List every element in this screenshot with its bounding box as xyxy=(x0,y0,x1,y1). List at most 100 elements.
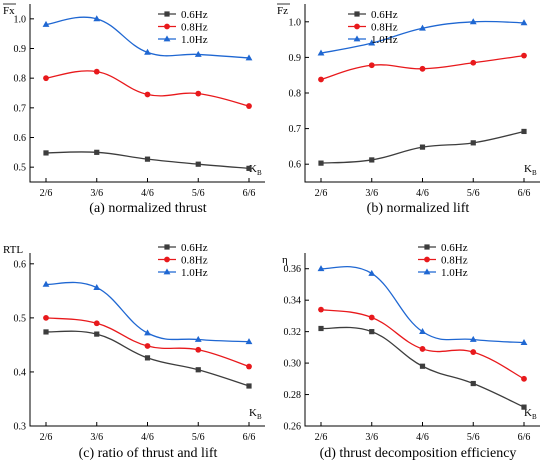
x-axis-label-main: K xyxy=(524,163,532,175)
x-tick-label: 4/6 xyxy=(141,432,154,443)
y-tick-label: 1.0 xyxy=(14,14,27,25)
legend-entry: 1.0Hz xyxy=(181,267,208,279)
data-point xyxy=(43,75,49,82)
data-point xyxy=(470,59,477,66)
legend-entry: 1.0Hz xyxy=(181,34,208,46)
legend-swatch-marker xyxy=(163,35,171,42)
legend-swatch-marker xyxy=(354,11,360,17)
data-point xyxy=(194,50,202,57)
data-point xyxy=(521,128,527,135)
y-tick-label: 0.9 xyxy=(289,53,302,64)
data-point xyxy=(318,306,324,313)
y-tick-label: 0.6 xyxy=(289,160,302,171)
y-tick-label: 0.28 xyxy=(284,390,302,401)
y-tick-label: 0.8 xyxy=(14,74,27,85)
y-axis-label: Fx xyxy=(3,5,15,17)
legend-swatch-marker xyxy=(424,256,430,263)
data-point xyxy=(195,346,202,353)
x-axis-label: KB xyxy=(524,163,537,177)
legend-swatch-marker xyxy=(164,244,170,250)
x-tick-label: 2/6 xyxy=(315,188,328,199)
axis-frame xyxy=(29,4,265,183)
panel-caption: (a) normalized thrust xyxy=(89,201,207,216)
data-point xyxy=(144,48,151,55)
data-point xyxy=(368,314,375,321)
data-point xyxy=(318,325,324,332)
x-axis-label-sub: B xyxy=(257,413,262,421)
panel-caption: (b) normalized lift xyxy=(367,201,470,216)
y-tick-label: 0.3 xyxy=(14,422,27,433)
data-point xyxy=(520,339,528,346)
x-tick-label: 6/6 xyxy=(518,432,531,443)
x-tick-label: 5/6 xyxy=(467,432,480,443)
axis-frame xyxy=(29,253,265,427)
legend-entry: 0.6Hz xyxy=(181,242,208,254)
data-point xyxy=(419,346,426,352)
x-axis-label-main: K xyxy=(249,407,257,419)
data-point xyxy=(43,150,49,156)
y-axis-label: Fz xyxy=(277,5,288,17)
data-point xyxy=(43,314,49,321)
series-line-2 xyxy=(45,70,250,107)
data-point xyxy=(520,19,528,26)
data-point xyxy=(93,320,100,327)
x-tick-label: 2/6 xyxy=(40,188,53,199)
x-axis-label-sub: B xyxy=(257,169,262,177)
x-tick-label: 4/6 xyxy=(141,188,154,199)
data-point xyxy=(144,91,151,98)
data-point xyxy=(368,269,376,276)
legend-swatch-marker xyxy=(164,11,170,17)
x-tick-label: 3/6 xyxy=(365,432,378,443)
data-point xyxy=(42,280,50,287)
legend-swatch-marker xyxy=(353,35,361,42)
x-axis-label: KB xyxy=(249,163,262,177)
y-tick-label: 0.36 xyxy=(284,264,302,275)
data-point xyxy=(144,329,151,336)
y-tick-label: 0.34 xyxy=(284,296,302,307)
data-point xyxy=(469,18,477,25)
data-point xyxy=(521,404,527,410)
chart-panel-1: 0.5 0.6 0.7 0.8 0.9 1.0 2/6 3/6 4/6 5/6 6/6 Fx KB 0.6… xyxy=(3,3,265,216)
data-point xyxy=(470,380,476,387)
chart-panel-4: 0.26 0.28 0.30 0.32 0.34 0.36 2/6 3/6 4/6 5/6 6/6 η… xyxy=(282,242,540,461)
legend-entry: 0.6Hz xyxy=(181,9,208,21)
panel-caption: (d) thrust decomposition efficiency xyxy=(320,446,517,461)
data-point xyxy=(93,15,101,22)
data-point xyxy=(368,39,376,46)
data-point xyxy=(369,157,375,163)
y-tick-label: 0.6 xyxy=(14,133,27,144)
x-tick-label: 6/6 xyxy=(518,188,531,199)
legend-entry: 0.8Hz xyxy=(181,22,208,34)
data-point xyxy=(94,149,100,155)
x-axis-label-main: K xyxy=(524,407,532,419)
legend-swatch-marker xyxy=(163,268,171,275)
y-tick-label: 0.9 xyxy=(14,44,27,55)
x-tick-label: 3/6 xyxy=(90,188,103,199)
x-tick-label: 5/6 xyxy=(467,188,480,199)
x-tick-label: 5/6 xyxy=(192,432,205,443)
data-point xyxy=(144,156,151,162)
x-tick-label: 4/6 xyxy=(416,188,429,199)
y-tick-label: 0.32 xyxy=(284,327,302,338)
y-tick-label: 0.7 xyxy=(289,124,302,135)
data-point xyxy=(194,335,202,342)
data-point xyxy=(246,165,252,171)
data-point xyxy=(469,335,477,342)
legend-swatch-marker xyxy=(354,23,360,30)
chart-panel-3: 0.3 0.4 0.5 0.6 2/6 3/6 4/6 5/6 6/6 RTL KB 0.6Hz0.8… xyxy=(3,242,265,461)
data-point xyxy=(521,375,527,382)
legend-entry: 0.8Hz xyxy=(181,255,208,267)
data-point xyxy=(42,20,50,27)
axis-frame xyxy=(304,253,540,427)
y-tick-label: 0.8 xyxy=(289,89,302,100)
data-point xyxy=(245,338,253,345)
data-point xyxy=(144,355,151,361)
legend-entry: 1.0Hz xyxy=(441,267,468,279)
x-tick-label: 6/6 xyxy=(243,188,256,199)
data-point xyxy=(195,367,201,373)
legend-swatch-marker xyxy=(424,244,430,250)
y-tick-label: 0.5 xyxy=(14,163,27,174)
data-point xyxy=(419,363,426,369)
